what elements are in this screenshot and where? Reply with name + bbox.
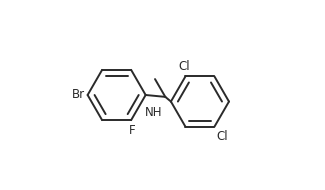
Text: NH: NH: [145, 106, 162, 119]
Text: Cl: Cl: [216, 130, 228, 143]
Text: F: F: [129, 124, 136, 137]
Text: Br: Br: [72, 89, 85, 101]
Text: Cl: Cl: [179, 60, 190, 73]
